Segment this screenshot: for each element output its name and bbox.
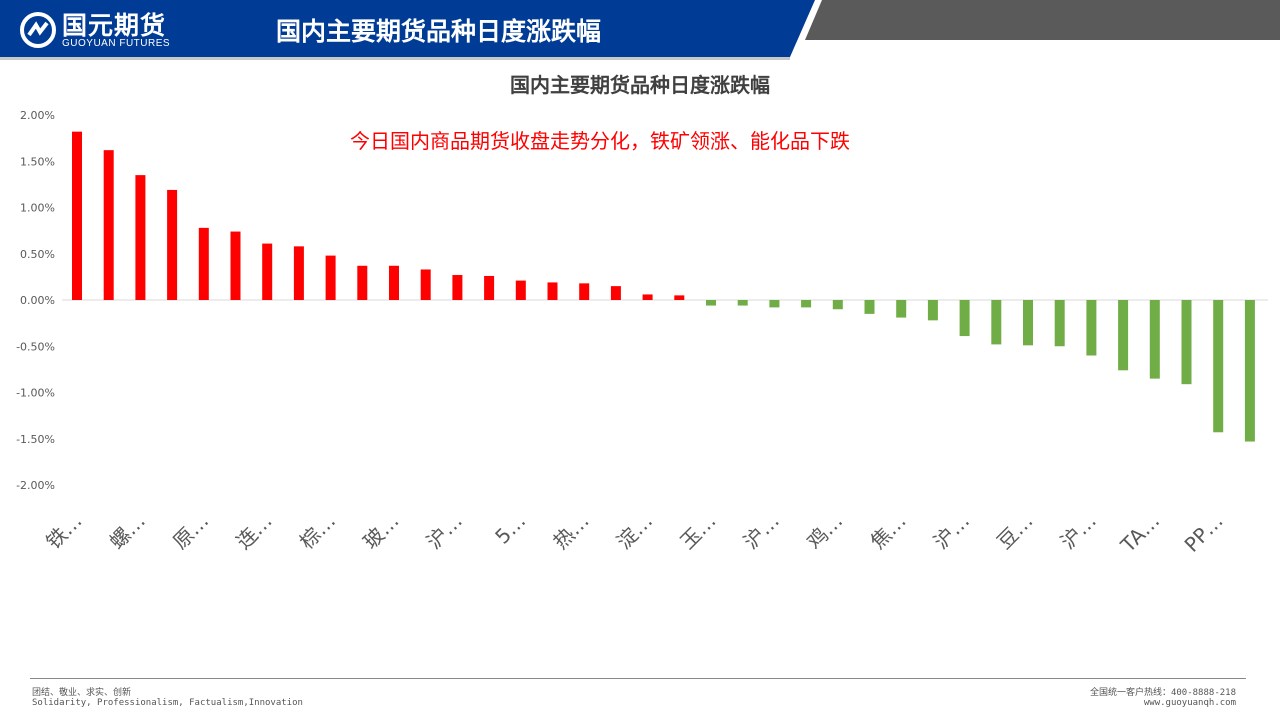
bar: [1023, 300, 1033, 346]
guoyuan-logo-icon: [20, 12, 56, 48]
bar: [547, 282, 558, 300]
bar: [864, 300, 875, 314]
x-tick-label: 棕…: [295, 509, 340, 554]
bar: [1149, 300, 1160, 379]
bar: [135, 175, 146, 300]
y-tick-label: -2.00%: [16, 479, 55, 492]
footer-website: www.guoyuanqh.com: [1143, 698, 1236, 708]
bar-chart: 国内主要期货品种日度涨跌幅 今日国内商品期货收盘走势分化，铁矿领涨、能化品下跌 …: [16, 73, 1268, 558]
x-tick-label: 铁…: [41, 509, 86, 554]
x-tick-label: 沪…: [929, 509, 974, 554]
x-tick-label: 鸡…: [802, 509, 847, 554]
bar: [198, 227, 209, 300]
footer-motto-en: Solidarity, Professionalism, Factualism,…: [32, 698, 303, 708]
bar: [991, 300, 1002, 345]
y-tick-label: 0.00%: [20, 294, 55, 307]
footer-hotline: 全国统一客户热线：400-8888-218: [1089, 688, 1236, 698]
bar: [642, 294, 653, 300]
bar: [579, 283, 590, 300]
bar: [293, 246, 304, 300]
x-tick-label: TA…: [1115, 509, 1164, 558]
y-tick-label: 1.50%: [20, 155, 55, 168]
bar: [674, 295, 685, 300]
header-banner: [0, 0, 1280, 60]
x-tick-label: 玻…: [358, 509, 403, 554]
y-tick-label: 2.00%: [20, 109, 55, 122]
bar: [262, 243, 273, 300]
bar: [896, 300, 907, 318]
x-tick-label: 原…: [168, 509, 213, 554]
bar: [1086, 300, 1097, 356]
x-tick-label: 焦…: [865, 509, 910, 554]
bar: [706, 300, 716, 306]
x-tick-label: 沪…: [739, 509, 784, 554]
logo-text-en: GUOYUAN FUTURES: [62, 38, 171, 49]
bar: [103, 150, 114, 300]
x-tick-label: 螺…: [105, 509, 150, 554]
bar: [452, 275, 463, 300]
footer-motto-cn: 团结、敬业、求实、创新: [32, 688, 132, 698]
bar: [959, 300, 970, 337]
bar: [389, 265, 399, 300]
bar: [167, 189, 178, 300]
chart-annotation: 今日国内商品期货收盘走势分化，铁矿领涨、能化品下跌: [350, 129, 850, 153]
footer-divider: [30, 678, 1246, 679]
bar: [230, 231, 241, 300]
x-tick-label: 热…: [548, 509, 593, 554]
bar: [515, 280, 526, 300]
bar: [927, 300, 938, 321]
x-tick-label: 沪…: [422, 509, 467, 554]
x-tick-label: PP…: [1180, 509, 1228, 557]
y-tick-label: 1.00%: [20, 202, 55, 215]
bar: [610, 286, 621, 300]
y-tick-label: 0.50%: [20, 248, 55, 261]
x-tick-label: 玉…: [675, 509, 720, 554]
bar: [1118, 300, 1129, 371]
bar: [769, 300, 780, 308]
bar: [1244, 300, 1255, 442]
y-tick-label: -1.50%: [16, 433, 55, 446]
x-tick-label: 豆…: [992, 509, 1037, 554]
chart-title: 国内主要期货品种日度涨跌幅: [510, 73, 770, 97]
bar: [420, 269, 431, 300]
bar: [357, 265, 368, 300]
x-tick-label: 沪…: [1056, 509, 1101, 554]
bar: [484, 275, 495, 300]
bar: [325, 255, 336, 300]
x-tick-label: 连…: [231, 509, 276, 554]
y-tick-label: -0.50%: [16, 340, 55, 353]
x-tick-label: 5…: [490, 509, 530, 549]
logo-text-cn: 国元期货: [62, 11, 167, 40]
bar: [1054, 300, 1065, 347]
bar: [1181, 300, 1192, 385]
bar: [1213, 300, 1224, 433]
y-tick-label: -1.00%: [16, 387, 55, 400]
bar: [832, 300, 843, 310]
x-tick-label: 淀…: [612, 509, 657, 554]
page-title: 国内主要期货品种日度涨跌幅: [276, 17, 602, 46]
bar: [737, 300, 748, 306]
bar: [801, 300, 812, 308]
bar: [72, 131, 82, 300]
